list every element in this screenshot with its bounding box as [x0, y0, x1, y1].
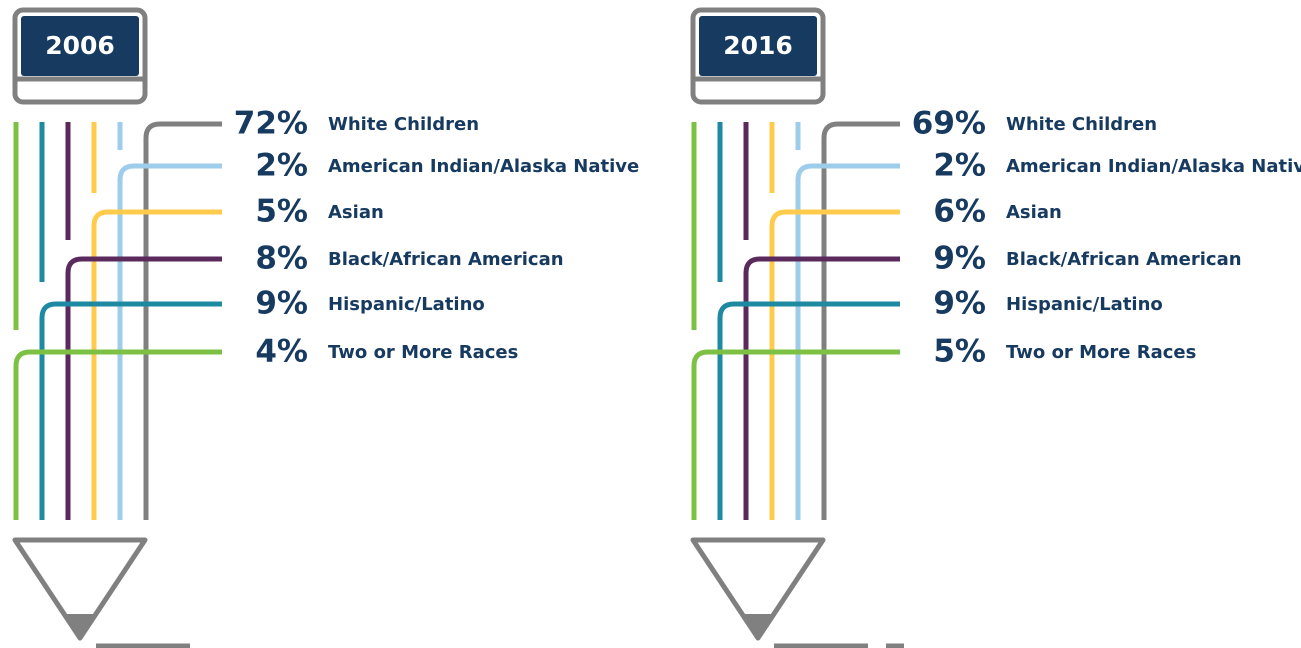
pencil-lead: [742, 614, 774, 640]
percent: 5%: [933, 334, 986, 370]
group-label: White Children: [328, 114, 479, 135]
percent: 2%: [933, 148, 986, 184]
percent: 72%: [234, 106, 308, 142]
year: 2006: [45, 31, 115, 60]
percent: 5%: [255, 194, 308, 230]
group-label: Black/African American: [328, 249, 564, 270]
percent: 69%: [912, 106, 986, 142]
percent: 2%: [255, 148, 308, 184]
percent: 6%: [933, 194, 986, 230]
group-label: Asian: [328, 202, 384, 223]
infographic: 2006 72% White Children 2% American Indian/A…: [0, 0, 1301, 648]
group-label: Hispanic/Latino: [328, 294, 485, 315]
percent: 4%: [255, 334, 308, 370]
pencil-stripe: [824, 124, 900, 520]
group-label: American Indian/Alaska Native: [328, 156, 639, 177]
pencil-stripe: [146, 124, 222, 520]
group-label: Asian: [1006, 202, 1062, 223]
pencil-panel: 2016 69% White Children 2% American Indian/A…: [693, 10, 1301, 646]
group-label: American Indian/Alaska Native: [1006, 156, 1301, 177]
pencil-stripe: [798, 166, 900, 520]
group-label: Two or More Races: [328, 342, 518, 363]
pencil-stripe: [120, 166, 222, 520]
percent: 8%: [255, 241, 308, 277]
group-label: Black/African American: [1006, 249, 1242, 270]
group-label: Hispanic/Latino: [1006, 294, 1163, 315]
pencil-lead: [64, 614, 96, 640]
year: 2016: [723, 31, 793, 60]
group-label: Two or More Races: [1006, 342, 1196, 363]
pencil-panel: 2006 72% White Children 2% American Indian/A…: [15, 10, 639, 646]
percent: 9%: [255, 286, 308, 322]
percent: 9%: [933, 286, 986, 322]
group-label: White Children: [1006, 114, 1157, 135]
percent: 9%: [933, 241, 986, 277]
